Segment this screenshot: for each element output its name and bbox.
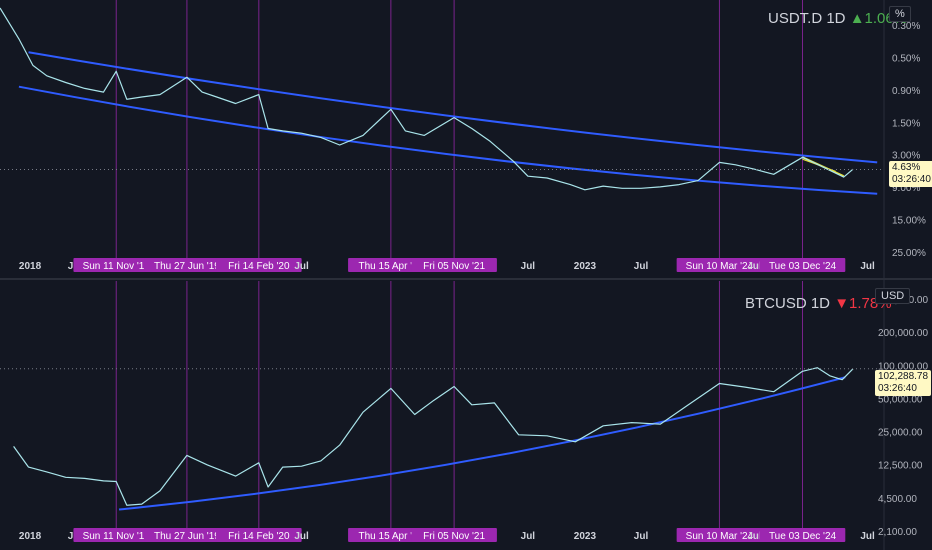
top-x-flag-bg: [216, 258, 302, 272]
bottom-price-tag: 102,288.78 03:26:40: [875, 370, 932, 396]
bottom-x-flag-bg: [759, 528, 846, 542]
bottom-price-series-line: [13, 367, 854, 506]
bottom-y-tick-label: 2,100.00: [878, 527, 917, 538]
bottom-y-tick-label: 12,500.00: [878, 461, 923, 472]
bottom-x-flag-bg: [411, 528, 497, 542]
top-price-series-line: [0, 7, 854, 191]
bottom-x-tick-label: 2018: [19, 531, 42, 542]
top-x-flag-label: Thu 27 Jun '19: [154, 261, 220, 272]
bottom-x-tick-label: Jul: [747, 531, 762, 542]
bottom-x-tick-label: 2023: [574, 531, 597, 542]
top-y-tick-label: 1.50%: [892, 118, 920, 129]
top-x-tick-label: Jul: [521, 261, 536, 272]
bottom-x-flag-label: Sun 10 Mar '24: [686, 531, 754, 542]
top-price-tag: 4.63% 03:26:40: [889, 161, 932, 187]
top-legend: USDT.D 1D ▲1.06%: [768, 10, 907, 27]
bottom-x-flag-bg: [73, 528, 160, 542]
top-y-tick-label: 15.00%: [892, 216, 926, 227]
top-change-arrow-icon: ▲: [849, 10, 865, 27]
top-x-tick-label: Jul: [860, 261, 875, 272]
top-x-flag-bg: [759, 258, 846, 272]
bottom-trend-line-0: [118, 376, 846, 511]
top-x-flag-label: Thu 15 Apr '21: [359, 261, 424, 272]
bottom-x-tick-label: Jul: [294, 531, 309, 542]
top-x-tick-label: Jul: [294, 261, 309, 272]
top-x-tick-label: Jul: [747, 261, 762, 272]
bottom-x-tick-label: Jul: [634, 531, 649, 542]
top-x-tick-label: Jul: [634, 261, 649, 272]
bottom-y-tick-label: 25,000.00: [878, 428, 923, 439]
top-y-tick-label: 3.00%: [892, 151, 920, 162]
bottom-y-tick-label: 50,000.00: [878, 394, 923, 405]
bottom-y-tick-label: 200,000.00: [878, 328, 928, 339]
top-x-flag-label: Tue 03 Dec '24: [769, 261, 837, 272]
top-x-tick-label: 2018: [19, 261, 42, 272]
top-x-flag-label: Fri 05 Nov '21: [423, 261, 485, 272]
top-x-flag-label: Sun 11 Nov '18: [83, 261, 151, 272]
bottom-legend: BTCUSD 1D ▼1.78%: [745, 295, 892, 312]
bottom-x-flag-label: Fri 05 Nov '21: [423, 531, 485, 542]
top-y-tick-label: 0.90%: [892, 86, 920, 97]
bottom-x-flag-label: Thu 15 Apr '21: [359, 531, 424, 542]
top-last-price: 4.63%: [892, 162, 921, 173]
top-x-flag-bg: [676, 258, 763, 272]
bottom-axis-unit-button[interactable]: USD: [875, 288, 911, 304]
top-y-tick-label: 0.50%: [892, 53, 920, 64]
bottom-symbol-label: BTCUSD 1D: [745, 295, 831, 312]
bottom-x-flag-bg: [676, 528, 763, 542]
top-trend-line-1: [18, 85, 878, 195]
top-x-tick-label: 2023: [574, 261, 597, 272]
bottom-x-flag-label: Thu 27 Jun '19: [154, 531, 220, 542]
bottom-x-flag-label: Tue 03 Dec '24: [769, 531, 837, 542]
top-x-flag-bg: [411, 258, 497, 272]
bottom-x-flag-label: Sun 11 Nov '18: [83, 531, 151, 542]
top-y-tick-label: 25.00%: [892, 248, 926, 259]
top-y-tick-label: 9.00%: [892, 183, 920, 194]
bottom-x-flag-bg: [216, 528, 302, 542]
bottom-x-tick-label: Jul: [521, 531, 536, 542]
bottom-y-tick-label: 100,000.00: [878, 361, 928, 372]
top-x-flag-label: Sun 10 Mar '24: [686, 261, 754, 272]
top-symbol-label: USDT.D 1D: [768, 10, 846, 27]
top-y-tick-label: 0.30%: [892, 21, 920, 32]
top-x-flag-bg: [144, 258, 230, 272]
bottom-countdown: 03:26:40: [878, 383, 917, 394]
top-x-flag-label: Fri 14 Feb '20: [228, 261, 290, 272]
bottom-x-flag-label: Fri 14 Feb '20: [228, 531, 290, 542]
top-axis-unit-button[interactable]: %: [889, 6, 911, 22]
bottom-y-tick-label: 4,500.00: [878, 494, 917, 505]
bottom-x-tick-label: Jul: [860, 531, 875, 542]
bottom-x-flag-bg: [144, 528, 230, 542]
top-x-flag-bg: [73, 258, 160, 272]
bottom-change-arrow-icon: ▼: [834, 295, 850, 312]
bottom-last-price: 102,288.78: [878, 371, 929, 382]
top-countdown: 03:26:40: [892, 174, 931, 185]
top-trend-line-0: [28, 51, 878, 164]
